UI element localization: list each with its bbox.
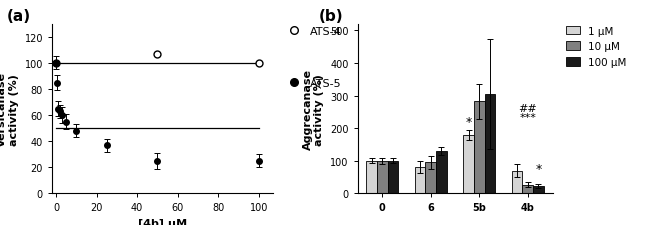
- X-axis label: [4b] μM: [4b] μM: [138, 218, 187, 225]
- Bar: [463, 136, 474, 194]
- Text: ***: ***: [519, 113, 536, 123]
- Y-axis label: Versicanase
activity (%): Versicanase activity (%): [0, 72, 19, 146]
- Text: (b): (b): [318, 9, 343, 24]
- Text: *: *: [535, 163, 541, 176]
- Bar: [523, 185, 533, 194]
- Text: ##: ##: [518, 103, 537, 113]
- Legend: ATS-4, ATS-5: ATS-4, ATS-5: [283, 27, 341, 89]
- Bar: [415, 168, 426, 194]
- Bar: [387, 161, 398, 194]
- Bar: [474, 102, 484, 194]
- Legend: 1 μM, 10 μM, 100 μM: 1 μM, 10 μM, 100 μM: [566, 27, 627, 68]
- Bar: [484, 94, 495, 194]
- Bar: [377, 161, 387, 194]
- Y-axis label: Aggrecanase
activity (%): Aggrecanase activity (%): [303, 69, 324, 149]
- Bar: [367, 161, 377, 194]
- Text: *: *: [465, 116, 472, 129]
- Text: (a): (a): [6, 9, 31, 24]
- Bar: [512, 171, 523, 194]
- Bar: [436, 151, 447, 194]
- Bar: [533, 186, 543, 194]
- Bar: [426, 163, 436, 194]
